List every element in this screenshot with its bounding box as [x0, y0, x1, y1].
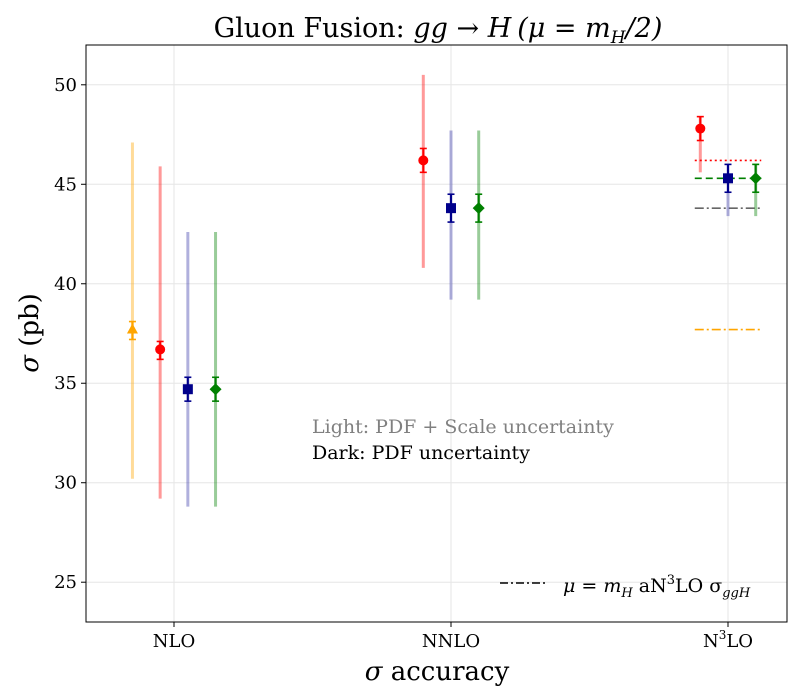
x-axis-label: σ accuracy [365, 657, 510, 687]
y-axis-label: σ (pb) [15, 293, 45, 373]
legend-label-sub: H [620, 586, 633, 601]
x-axis-text: accuracy [382, 657, 509, 687]
x-tick-label: N3LO [703, 628, 753, 652]
x-tick-base: N [703, 631, 719, 652]
marker-square-series-blue [723, 173, 733, 184]
title-scale-suffix: /2) [623, 13, 663, 44]
y-tick-label: 30 [54, 473, 77, 494]
y-axis-text: (pb) [15, 293, 45, 355]
y-tick-label: 35 [54, 373, 77, 394]
legend-label-sup: 3 [667, 573, 675, 588]
plot-frame [85, 44, 788, 623]
legend: μ = mH aN3LO σggH [500, 573, 751, 601]
marker-circle-series-red [418, 155, 429, 166]
title-prefix: Gluon Fusion: [214, 13, 414, 44]
legend-label: μ = mH aN3LO σggH [563, 573, 751, 601]
annotation-dark: Dark: PDF uncertainty [312, 442, 530, 464]
marker-triangle-series-orange [126, 323, 138, 334]
y-tick-label: 40 [54, 274, 77, 295]
legend-label-end: LO σ [675, 575, 722, 597]
title-scale: (μ = m [517, 13, 610, 44]
y-tick-label: 50 [54, 75, 77, 96]
annotation-light: Light: PDF + Scale uncertainty [312, 416, 614, 438]
legend-label-prefix: μ = m [563, 575, 621, 597]
data-series [126, 74, 762, 507]
y-tick-label: 45 [54, 174, 77, 195]
title-scale-sub: H [610, 28, 627, 48]
x-tick-label: NLO [153, 631, 195, 652]
title-process: gg → H [413, 13, 511, 44]
y-axis-symbol: σ [15, 354, 45, 373]
y-tick-label: 25 [54, 572, 77, 593]
x-tick-rest: LO [726, 631, 753, 652]
x-tick-label: NNLO [422, 631, 480, 652]
x-tick-base: NNLO [422, 631, 480, 652]
marker-diamond-series-green [209, 383, 222, 396]
marker-square-series-blue [446, 203, 456, 214]
chart-title: Gluon Fusion: gg → H (μ = mH/2) [214, 13, 663, 48]
marker-circle-series-red [695, 123, 706, 134]
grid [86, 45, 787, 622]
y-axis-ticks: 25 30 35 40 45 50 [54, 75, 86, 593]
marker-circle-series-red [155, 344, 166, 355]
marker-square-series-blue [182, 384, 193, 395]
legend-label-sub2: ggH [722, 586, 751, 601]
marker-diamond-series-green [749, 172, 762, 185]
x-axis-ticks: NLO NNLO N3LO [153, 622, 753, 652]
marker-diamond-series-green [472, 202, 485, 215]
x-tick-sup: 3 [719, 628, 727, 642]
legend-label-mid: aN [633, 575, 667, 597]
x-axis-symbol: σ [365, 657, 384, 687]
x-tick-base: NLO [153, 631, 195, 652]
